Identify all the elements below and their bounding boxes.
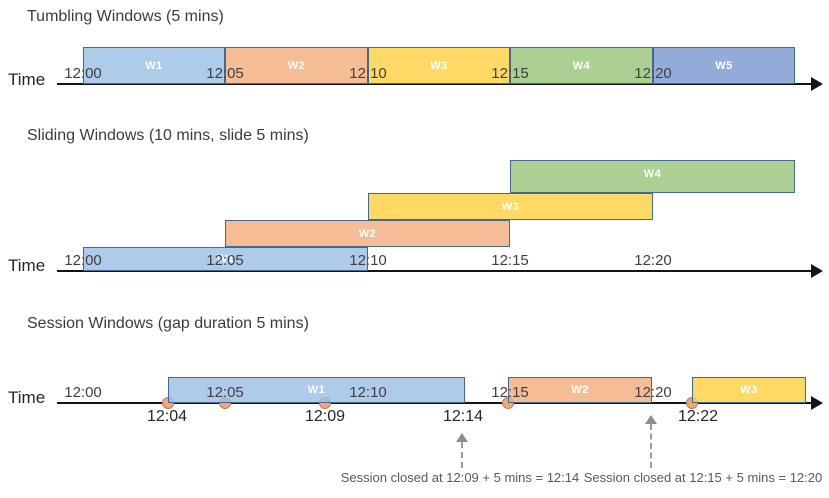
sliding-time-axis-label: Time [8,256,46,275]
annotation-arrow-up-icon [456,433,468,442]
window-label: W1 [216,253,235,265]
session-tick-12-15: 12:15 [491,384,529,401]
event-time-label-12-22: 12:22 [677,408,719,425]
tumbling-section-title: Tumbling Windows (5 mins) [27,8,224,25]
tumbling-tick-12-00: 12:00 [64,65,102,82]
session-window-w2: W2 [508,377,652,403]
session-tick-12-00: 12:00 [64,384,102,401]
sliding-tick-12-15: 12:15 [491,252,529,269]
event-time-label-12-04: 12:04 [146,408,188,425]
window-label: W1 [307,384,326,396]
session-tick-12-20: 12:20 [634,384,672,401]
window-label: W1 [145,59,163,72]
annotation-arrow-line [650,424,652,468]
sliding-window-w2: W2 [225,220,510,247]
sliding-window-w4: W4 [510,160,795,193]
sliding-window-w3: W3 [368,193,653,220]
tumbling-tick-12-10: 12:10 [349,65,387,82]
window-label: W2 [358,227,377,240]
window-label: W5 [715,59,733,72]
tumbling-tick-12-20: 12:20 [634,65,672,82]
sliding-tick-12-00: 12:00 [64,252,102,269]
tumbling-axis-arrow-icon [811,77,823,91]
sliding-tick-12-20: 12:20 [634,252,672,269]
window-label: W3 [501,200,520,213]
window-label: W3 [740,384,758,396]
session-tick-12-05: 12:05 [206,384,244,401]
tumbling-window-w4: W4 [510,47,653,84]
tumbling-window-w2: W2 [225,47,368,84]
tumbling-tick-12-15: 12:15 [491,65,529,82]
session-window-w3: W3 [692,377,806,403]
tumbling-window-w5: W5 [653,47,795,84]
tumbling-time-axis [57,83,813,85]
session-time-axis-label: Time [8,388,46,407]
tumbling-window-w3: W3 [368,47,510,84]
session-closed-annotation-2: Session closed at 12:15 + 5 mins = 12:20 [583,470,823,485]
sliding-tick-12-10: 12:10 [349,252,387,269]
session-axis-arrow-icon [811,396,823,410]
session-time-axis [57,402,813,404]
sliding-section-title: Sliding Windows (10 mins, slide 5 mins) [27,127,309,144]
sliding-tick-12-05: 12:05 [206,252,244,269]
session-tick-12-10: 12:10 [349,384,387,401]
sliding-time-axis [57,270,813,272]
sliding-axis-arrow-icon [811,264,823,278]
window-close-label-12-14: 12:14 [442,408,484,425]
session-section-title: Session Windows (gap duration 5 mins) [27,315,309,332]
session-window-w1: W1 [168,377,465,403]
window-label: W2 [571,384,589,396]
window-label: W4 [643,167,662,180]
event-time-label-12-09: 12:09 [304,408,346,425]
tumbling-tick-12-05: 12:05 [206,65,244,82]
window-label: W2 [287,59,306,72]
window-label: W3 [430,59,448,72]
annotation-arrow-up-icon [645,415,657,424]
tumbling-window-w1: W1 [83,47,225,84]
session-closed-annotation-1: Session closed at 12:09 + 5 mins = 12:14 [340,470,580,485]
window-label: W4 [572,59,591,72]
sliding-window-w1: W1 [83,247,368,271]
annotation-arrow-line [461,442,463,468]
tumbling-time-axis-label: Time [8,70,46,89]
